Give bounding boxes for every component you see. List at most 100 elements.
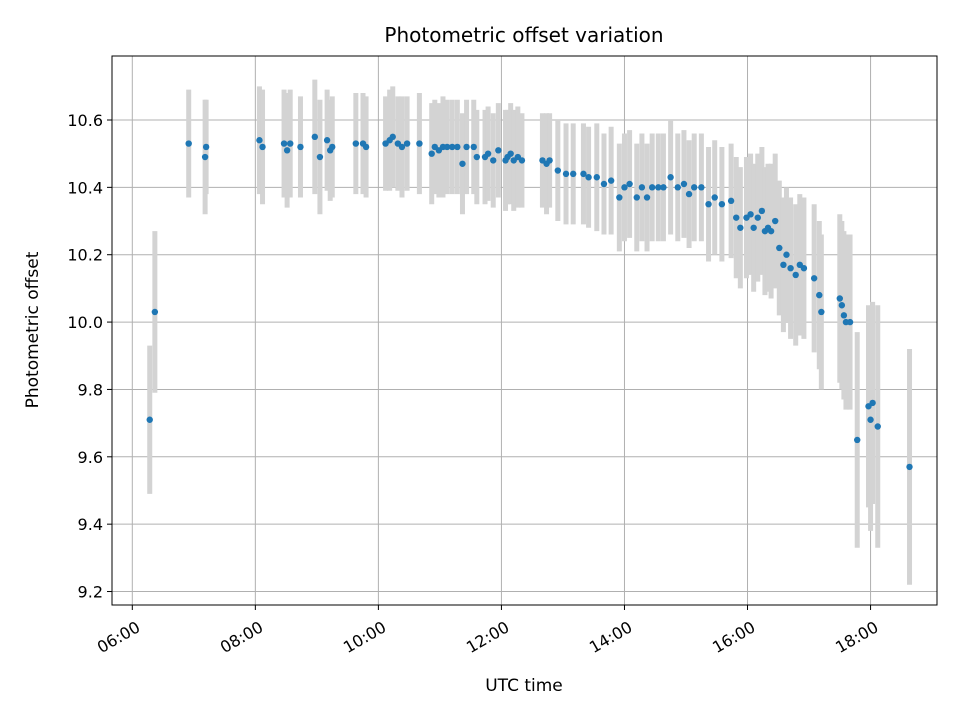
data-point — [593, 174, 600, 181]
y-tick-label: 10.6 — [67, 111, 103, 130]
data-point — [283, 147, 291, 154]
data-point — [259, 143, 266, 151]
data-point — [787, 264, 794, 272]
data-point — [838, 302, 846, 309]
data-point — [836, 295, 843, 302]
data-point — [633, 194, 640, 201]
data-point — [389, 133, 396, 141]
data-point — [733, 214, 740, 221]
data-point — [727, 197, 735, 205]
data-point — [776, 244, 783, 252]
data-point — [428, 150, 435, 157]
data-point — [459, 160, 466, 167]
data-point — [638, 184, 646, 191]
data-point — [648, 184, 656, 191]
data-point — [585, 174, 592, 181]
data-point — [297, 143, 304, 151]
y-tick-label: 10.0 — [67, 313, 103, 332]
data-point — [416, 140, 423, 147]
data-point — [362, 143, 370, 151]
data-point — [256, 137, 263, 144]
data-point — [660, 184, 667, 191]
data-point — [621, 184, 628, 191]
data-point — [674, 184, 681, 191]
data-point — [352, 140, 360, 147]
data-point — [185, 140, 192, 147]
data-point — [792, 271, 799, 279]
y-tick-label: 10.4 — [67, 178, 103, 197]
data-point — [570, 170, 577, 178]
data-point — [767, 227, 775, 235]
data-point — [607, 177, 615, 184]
data-point — [780, 261, 787, 269]
data-point — [280, 140, 288, 147]
y-tick-label: 10.2 — [67, 246, 103, 265]
data-points — [146, 133, 913, 471]
data-point — [463, 143, 470, 151]
data-point — [311, 133, 319, 141]
data-point — [747, 211, 754, 218]
data-point — [287, 140, 294, 147]
y-axis-title: Photometric offset — [23, 251, 43, 408]
data-point — [846, 318, 854, 326]
data-point — [818, 308, 825, 316]
data-point — [655, 184, 662, 191]
data-point — [495, 147, 502, 154]
data-point — [667, 174, 674, 181]
data-point — [473, 153, 481, 161]
data-point — [403, 140, 411, 147]
data-point — [754, 214, 761, 221]
data-point — [146, 416, 153, 423]
data-point — [737, 224, 744, 231]
x-axis-title: UTC time — [485, 676, 563, 696]
data-point — [680, 180, 688, 188]
y-tick-label: 9.4 — [78, 515, 103, 534]
data-point — [398, 143, 406, 151]
data-point — [718, 200, 726, 208]
data-point — [202, 143, 210, 151]
data-point — [906, 463, 913, 471]
data-point — [201, 153, 209, 161]
data-point — [562, 170, 570, 178]
data-point — [810, 275, 818, 282]
y-tick-label: 9.6 — [78, 448, 103, 467]
data-point — [454, 143, 461, 151]
data-point — [783, 251, 790, 258]
data-point — [840, 312, 848, 319]
data-point — [869, 399, 876, 407]
data-point — [816, 291, 823, 299]
data-point — [490, 157, 497, 164]
y-axis-ticks: 9.2 9.4 9.6 9.8 10.0 10.2 10.4 10.6 — [67, 111, 112, 602]
data-point — [698, 184, 705, 191]
data-point — [750, 224, 757, 231]
data-point — [507, 150, 514, 157]
data-point — [771, 217, 779, 225]
data-point — [546, 157, 553, 164]
data-point — [554, 167, 562, 174]
data-point — [329, 143, 336, 151]
data-point — [518, 157, 526, 164]
data-point — [690, 184, 698, 191]
data-point — [874, 423, 881, 430]
data-point — [800, 264, 808, 272]
data-point — [867, 416, 874, 423]
data-point — [323, 137, 331, 144]
data-point — [758, 207, 766, 215]
data-point — [854, 436, 861, 444]
chart-title: Photometric offset variation — [384, 23, 663, 47]
plot-frame — [111, 55, 938, 606]
data-point — [705, 200, 712, 208]
data-point — [711, 194, 718, 201]
data-point — [443, 143, 451, 151]
data-point — [484, 150, 492, 157]
data-point — [600, 180, 608, 188]
data-point — [616, 194, 623, 201]
y-tick-label: 9.8 — [78, 380, 103, 399]
data-point — [449, 143, 456, 151]
data-point — [685, 190, 693, 198]
data-point — [470, 143, 477, 151]
data-point — [580, 170, 587, 178]
data-point — [626, 180, 633, 188]
